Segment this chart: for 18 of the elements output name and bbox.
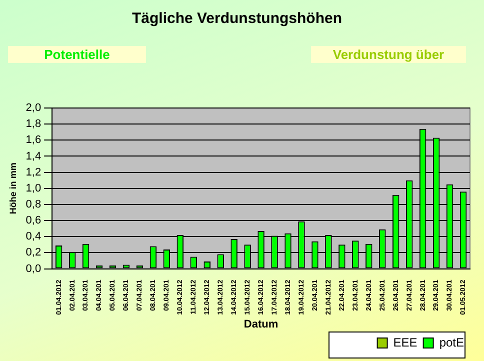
y-tick-label: 1,2 [26,166,42,178]
legend-label: EEE [393,335,418,350]
y-tick-label: 1,0 [26,182,42,194]
text: Verdunstung über [311,46,466,63]
y-tick-label: 0,6 [26,214,42,227]
legend-label: potE [439,335,464,350]
y-tick-label: 1,6 [26,134,42,146]
x-axis-title: Datum [244,318,278,330]
chart-title: Tägliche Verdunstungshöhen [132,10,342,28]
y-tick-label: 2,0 [26,102,42,114]
y-tick-label: 1,4 [26,150,42,162]
y-tick-label: 0,0 [26,262,42,275]
y-tick-label: 0,8 [26,198,42,210]
y-tick-label: 0,4 [26,230,42,243]
y-tick-label: 1,8 [26,118,42,130]
y-tick-label: 0,2 [26,246,42,259]
text: Potentielle [8,46,146,63]
y-axis-title: Höhe in mm [8,162,18,214]
